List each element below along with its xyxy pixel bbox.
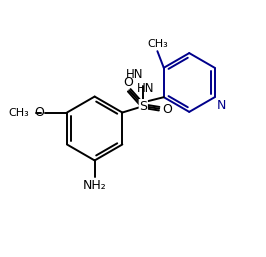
Text: O: O	[123, 76, 133, 89]
Text: NH₂: NH₂	[83, 179, 107, 192]
Text: S: S	[139, 100, 147, 113]
Text: CH₃: CH₃	[147, 39, 168, 49]
Text: O: O	[34, 106, 44, 119]
Text: HN: HN	[126, 68, 143, 81]
Text: HN: HN	[137, 82, 155, 95]
Text: N: N	[217, 99, 226, 112]
Text: O: O	[162, 103, 172, 116]
Text: CH₃: CH₃	[9, 107, 30, 117]
